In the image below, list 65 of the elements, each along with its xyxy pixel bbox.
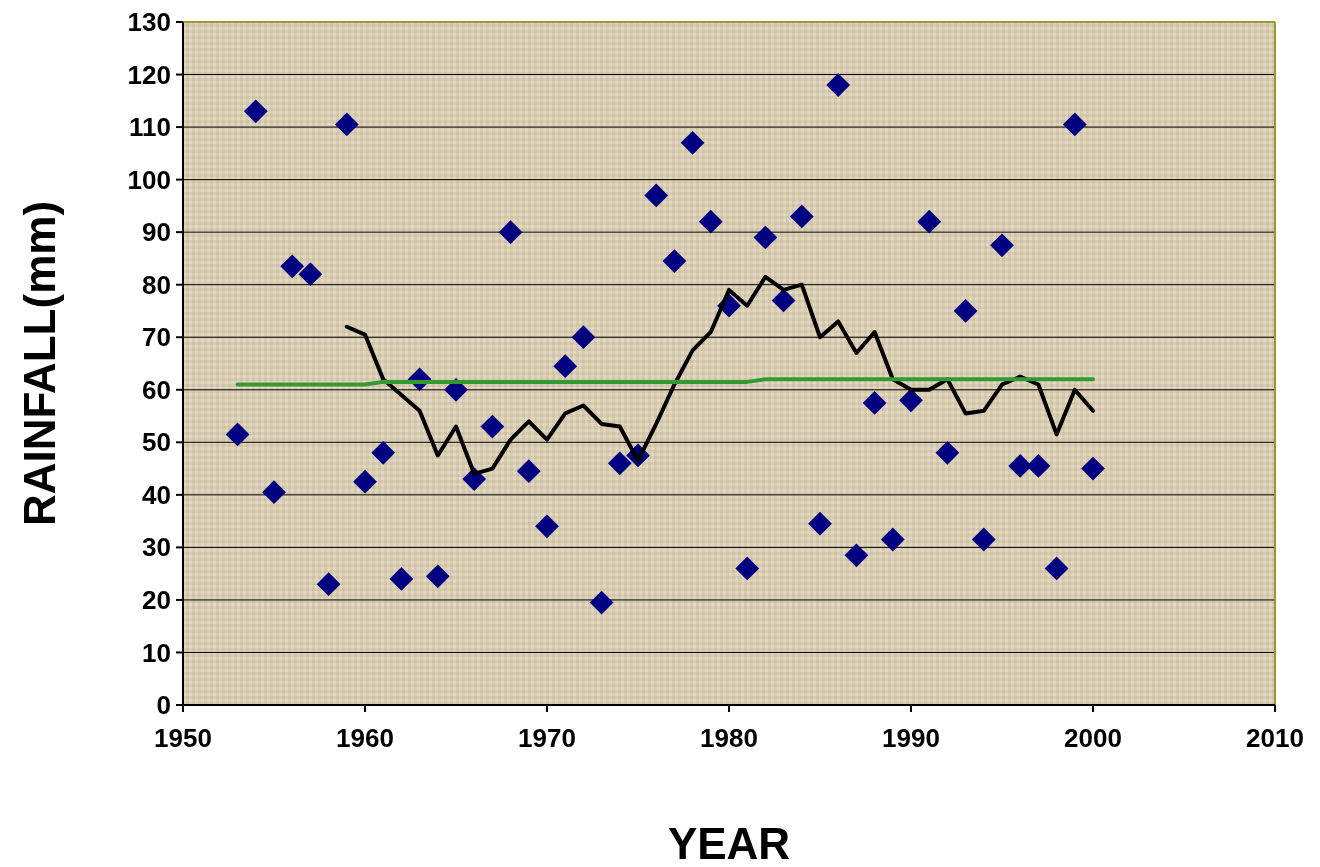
- y-tick-label: 70: [142, 322, 171, 353]
- point: [553, 354, 578, 379]
- point: [389, 567, 414, 591]
- y-tick-label: 0: [156, 690, 171, 721]
- x-tick-label: 1980: [700, 723, 758, 753]
- point: [353, 469, 377, 494]
- point: [917, 209, 942, 234]
- point: [1044, 556, 1069, 581]
- point: [771, 288, 796, 313]
- y-tick-label: 60: [142, 374, 171, 405]
- point: [571, 325, 596, 350]
- y-axis-title: RAINFALL(mm): [15, 200, 64, 527]
- y-tick-label: 10: [142, 637, 171, 668]
- point: [990, 233, 1014, 258]
- point: [844, 543, 869, 568]
- point: [316, 572, 341, 597]
- point: [899, 388, 923, 413]
- point: [334, 112, 359, 137]
- point: [1026, 454, 1051, 478]
- y-tick-label: 130: [127, 7, 171, 38]
- point: [480, 414, 505, 439]
- point: [880, 527, 905, 552]
- point: [862, 391, 887, 415]
- point: [698, 209, 723, 234]
- y-tick-label: 100: [127, 164, 171, 195]
- point: [789, 204, 814, 229]
- y-tick-label: 110: [129, 112, 171, 143]
- point: [262, 480, 286, 505]
- point: [753, 225, 778, 250]
- point: [808, 511, 832, 536]
- point: [607, 451, 632, 476]
- y-tick-label: 40: [142, 479, 171, 510]
- point: [425, 564, 450, 589]
- point: [971, 527, 996, 552]
- point: [1081, 456, 1105, 481]
- x-tick-label: 1960: [336, 723, 394, 753]
- point: [680, 130, 705, 155]
- x-tick-label: 1970: [518, 723, 576, 753]
- x-tick-label: 1990: [882, 723, 940, 753]
- y-tick-label: 90: [142, 217, 171, 248]
- point: [662, 249, 687, 273]
- point: [535, 514, 559, 539]
- point: [935, 440, 960, 465]
- point: [589, 590, 614, 615]
- point: [1062, 112, 1087, 137]
- point: [371, 440, 396, 465]
- y-tick-label: 120: [127, 59, 171, 90]
- y-tick-label: 30: [142, 532, 171, 563]
- point: [298, 262, 323, 287]
- y-tick-label: 20: [142, 585, 171, 616]
- point: [498, 220, 523, 245]
- point: [826, 73, 851, 97]
- y-tick-label: 80: [142, 269, 171, 300]
- x-tick-label: 2000: [1064, 723, 1122, 753]
- point: [735, 556, 760, 581]
- point: [953, 299, 978, 323]
- x-axis-title: YEAR: [667, 819, 791, 867]
- point: [516, 459, 541, 484]
- point: [225, 422, 250, 447]
- point: [644, 183, 669, 208]
- x-tick-label: 2010: [1246, 723, 1304, 753]
- x-tick-label: 1950: [154, 723, 212, 753]
- point: [243, 99, 268, 124]
- point: [280, 254, 305, 279]
- y-tick-label: 50: [142, 427, 171, 458]
